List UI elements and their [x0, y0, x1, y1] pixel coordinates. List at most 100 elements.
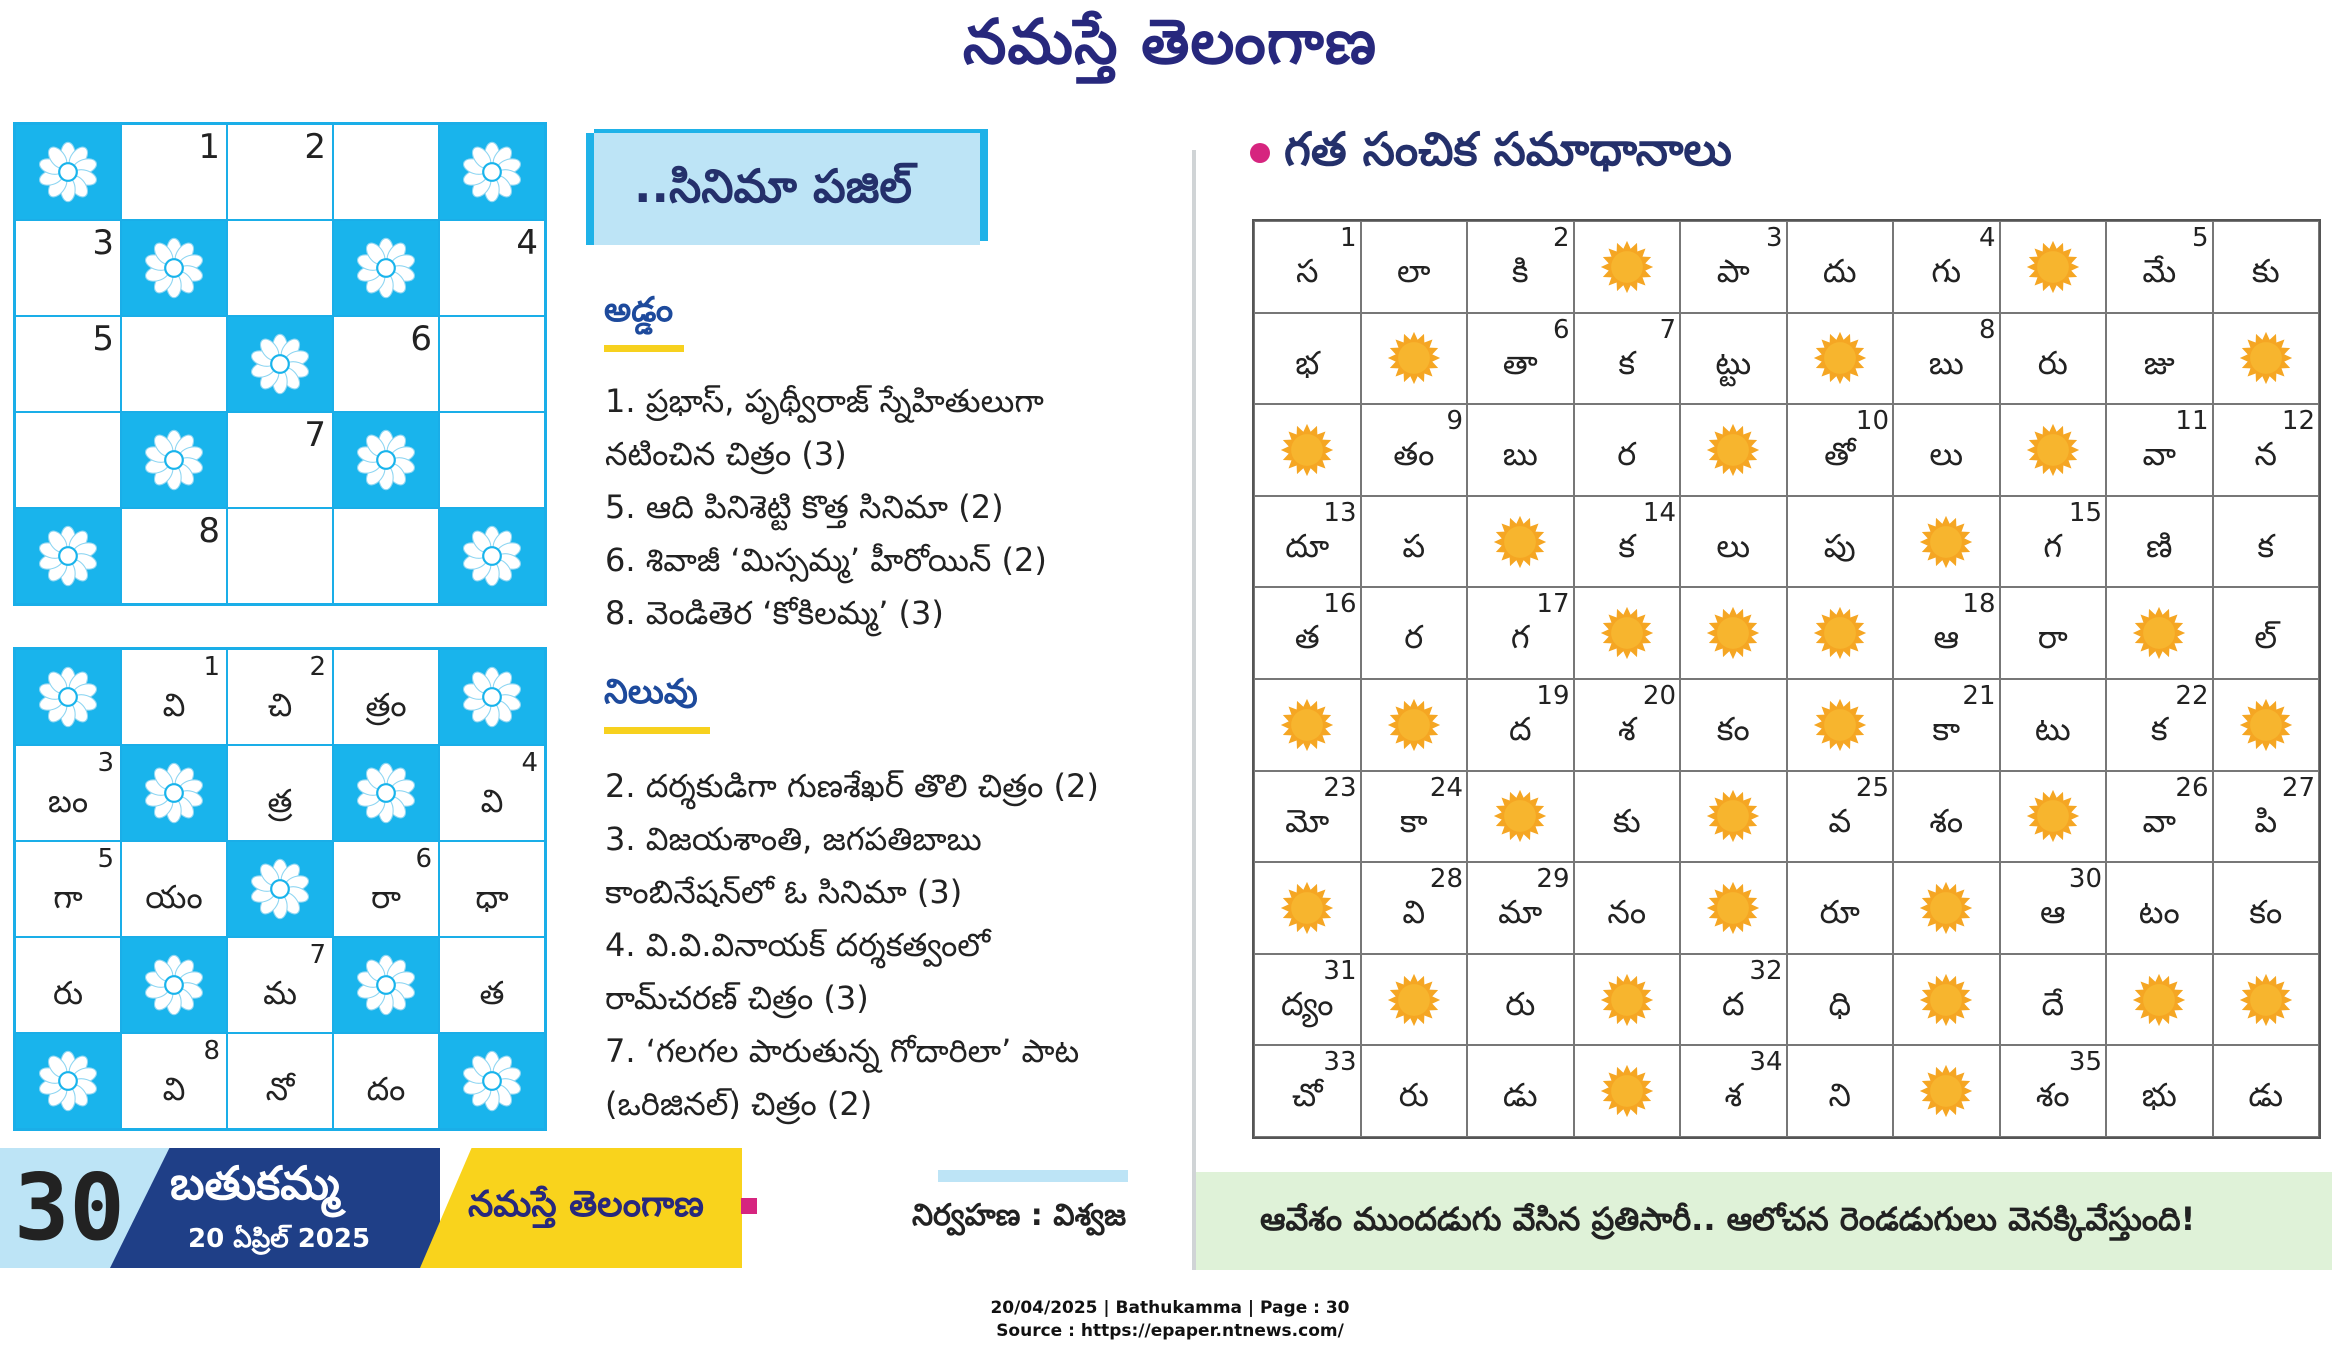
solution-letter: పా — [1716, 252, 1750, 290]
flower-icon — [356, 237, 416, 299]
puzzle-title: ..సినిమా పజిల్ — [634, 159, 912, 213]
grid-cell[interactable]: 4 వి — [440, 746, 544, 840]
clue-number: 2 — [304, 127, 326, 167]
grid-cell[interactable]: 8 వి — [122, 1034, 226, 1128]
grid-cell[interactable]: 6 — [334, 317, 438, 411]
grid-cell[interactable]: త — [440, 938, 544, 1032]
blocked-solution-cell — [1467, 770, 1574, 863]
solution-number: 4 — [1978, 223, 1996, 253]
solution-cell: 2 కి — [1467, 221, 1574, 313]
solution-number: 31 — [1323, 955, 1357, 986]
sun-icon — [1600, 607, 1653, 660]
grid-cell[interactable]: ధా — [440, 842, 544, 936]
sun-icon — [1281, 698, 1334, 751]
cell-letter: రు — [52, 974, 84, 1012]
solution-cell: 35 శం — [1999, 1045, 2106, 1137]
grid-cell[interactable]: 5 — [16, 317, 120, 411]
solution-number: 33 — [1323, 1047, 1357, 1078]
page-number: 30 — [14, 1154, 125, 1261]
solution-number: 11 — [2175, 406, 2209, 437]
sun-icon — [1920, 515, 1973, 568]
grid-cell[interactable] — [16, 413, 120, 507]
solution-letter: తం — [1393, 435, 1435, 474]
crossword-grid[interactable]: 1 2 3 4 5 6 7 8 — [13, 122, 547, 606]
blocked-cell — [440, 125, 544, 219]
solution-letter: డు — [2248, 1076, 2284, 1115]
grid-cell[interactable]: 1 — [122, 125, 226, 219]
previous-solution-grid: 1 వి 2 చి త్రం 3 బం త్ర 4 వి 5 గా యం 6 రా ధా రు 7 మ త 8 వి నో ద… — [13, 647, 547, 1131]
blocked-solution-cell — [1999, 404, 2106, 496]
grid-cell[interactable]: 6 రా — [334, 842, 438, 936]
grid-cell[interactable] — [334, 509, 438, 603]
solution-cell: ర — [1573, 404, 1680, 496]
clue-number: 6 — [415, 844, 432, 874]
solution-letter: గ — [2043, 526, 2063, 565]
solution-cell: 22 క — [2106, 678, 2213, 771]
solution-cell: 21 కా — [1893, 678, 2000, 771]
blocked-solution-cell — [1786, 587, 1893, 679]
pink-square-icon — [741, 1198, 757, 1214]
solution-cell: 10 తో — [1786, 404, 1893, 496]
solution-number: 21 — [1962, 680, 1996, 711]
solution-letter: ని — [1828, 1076, 1851, 1115]
solution-cell: 3 పా — [1680, 221, 1787, 313]
solution-cell: శం — [1893, 770, 2000, 863]
solutions-heading: గత సంచిక సమాధానాలు — [1250, 122, 1732, 188]
grid-cell[interactable]: 3 — [16, 221, 120, 315]
down-underline — [604, 727, 710, 734]
flower-icon — [462, 1050, 522, 1112]
grid-cell[interactable]: దం — [334, 1034, 438, 1128]
grid-cell[interactable]: 5 గా — [16, 842, 120, 936]
clue-number: 5 — [92, 319, 114, 359]
cell-letter: రా — [371, 878, 401, 916]
solution-letter: కు — [2251, 252, 2280, 290]
grid-cell[interactable]: 3 బం — [16, 746, 120, 840]
blocked-cell — [440, 509, 544, 603]
solution-letter: శ — [1617, 709, 1636, 748]
solution-number: 8 — [1978, 314, 1996, 345]
cell-letter: వి — [480, 782, 504, 820]
grid-cell[interactable]: యం — [122, 842, 226, 936]
blocked-cell — [122, 938, 226, 1032]
grid-cell[interactable]: 8 — [122, 509, 226, 603]
solution-cell: 20 శ — [1573, 678, 1680, 771]
solution-cell: రూ — [1786, 862, 1893, 954]
grid-cell[interactable] — [440, 317, 544, 411]
solution-number: 14 — [1642, 497, 1676, 528]
grid-cell[interactable]: 7 — [228, 413, 332, 507]
solution-cell: 29 మా — [1467, 862, 1574, 954]
solution-number: 1 — [1339, 223, 1357, 253]
grid-cell[interactable]: త్ర — [228, 746, 332, 840]
grid-cell[interactable]: నో — [228, 1034, 332, 1128]
grid-cell[interactable] — [122, 317, 226, 411]
grid-cell[interactable]: త్రం — [334, 650, 438, 744]
grid-cell[interactable]: రు — [16, 938, 120, 1032]
grid-cell[interactable]: 2 — [228, 125, 332, 219]
flower-icon — [356, 429, 416, 491]
grid-cell[interactable] — [440, 413, 544, 507]
grid-cell[interactable] — [228, 509, 332, 603]
source-link[interactable]: Source : https://epaper.ntnews.com/ — [996, 1321, 1344, 1341]
grid-cell[interactable] — [228, 221, 332, 315]
masthead-title: నమస్తే తెలంగాణ — [962, 5, 1378, 78]
grid-cell[interactable]: 1 వి — [122, 650, 226, 744]
solution-letter: వి — [1402, 893, 1426, 932]
solution-number: 34 — [1749, 1047, 1783, 1078]
solution-cell: రు — [1467, 953, 1574, 1046]
solution-cell: నం — [1573, 862, 1680, 954]
sun-icon — [1707, 790, 1760, 843]
brand-name: నమస్తే తెలంగాణ — [468, 1184, 704, 1225]
grid-cell[interactable] — [334, 125, 438, 219]
solution-letter: ద — [1721, 984, 1745, 1023]
blocked-cell — [440, 650, 544, 744]
grid-cell[interactable]: 2 చి — [228, 650, 332, 744]
solution-cell: 9 తం — [1360, 404, 1467, 496]
solution-cell: లు — [1680, 495, 1787, 588]
grid-cell[interactable]: 4 — [440, 221, 544, 315]
solution-cell: ల్ — [2212, 587, 2319, 679]
section-name: బతుకమ్మ — [170, 1156, 340, 1210]
blocked-cell — [122, 746, 226, 840]
blocked-cell — [16, 1034, 120, 1128]
sun-icon — [1600, 240, 1653, 293]
